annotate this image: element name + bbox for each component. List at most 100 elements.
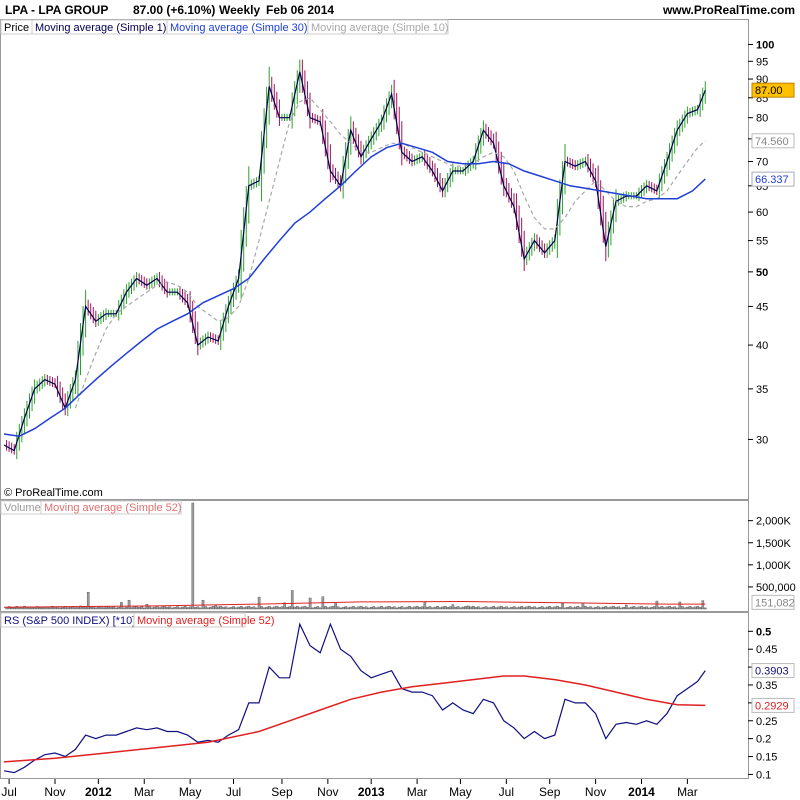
x-tick-label: Nov — [44, 785, 65, 799]
volume-bar — [357, 606, 360, 610]
volume-bar — [324, 606, 327, 610]
volume-bar — [589, 606, 592, 610]
rs-tick-label: 0.45 — [756, 644, 777, 656]
volume-bar — [51, 605, 54, 610]
volume-bar — [245, 606, 248, 610]
volume-bar — [242, 607, 246, 610]
x-tick-label: Jul — [1, 785, 16, 799]
volume-bar — [523, 607, 526, 610]
ma10-line — [74, 97, 706, 409]
volume-bar — [584, 605, 587, 610]
volume-bar — [464, 606, 467, 610]
x-tick-label: 2014 — [628, 785, 655, 799]
volume-bar — [285, 606, 289, 610]
x-tick-label: Mar — [134, 785, 155, 799]
volume-bar — [474, 607, 478, 610]
volume-bar — [449, 606, 452, 610]
volume-bar — [372, 606, 376, 610]
volume-bar — [650, 606, 654, 610]
x-tick-label: May — [449, 785, 472, 799]
volume-bar — [206, 607, 210, 610]
volume-bar — [619, 607, 623, 610]
volume-bar — [446, 607, 450, 610]
volume-bar — [410, 607, 414, 610]
volume-bar — [334, 602, 337, 610]
volume-bar — [436, 606, 439, 610]
rs-last-label-box — [751, 663, 795, 679]
volume-bar — [66, 607, 70, 610]
volume-lines — [3, 600, 706, 608]
rs-legend: RS (S&P 500 INDEX) [*10] Moving average … — [0, 612, 275, 628]
volume-bar — [561, 603, 564, 610]
volume-bar — [538, 606, 541, 610]
legend-ma1: Moving average (Simple 1) — [35, 22, 166, 34]
volume-bar — [329, 606, 332, 610]
volume-bar — [122, 607, 126, 610]
volume-bar — [132, 606, 136, 610]
volume-bar — [25, 607, 29, 610]
volume-last-label: 151,082 — [755, 597, 795, 609]
volume-bar — [33, 606, 36, 610]
volume-bar — [316, 606, 320, 610]
volume-bar — [247, 605, 251, 610]
rs-tick-label: 0.15 — [756, 752, 777, 764]
volume-bar — [273, 606, 276, 610]
volume-bar — [76, 606, 80, 610]
ma30-line — [3, 142, 706, 437]
volume-bar — [632, 606, 636, 610]
volume-bar — [494, 607, 498, 610]
volume-bar — [313, 606, 317, 610]
volume-bar — [168, 606, 172, 610]
volume-bar — [117, 606, 121, 610]
rs-last-label-box — [751, 697, 795, 713]
volume-bar — [86, 592, 90, 610]
volume-bar — [693, 606, 697, 610]
volume-bar — [696, 605, 699, 610]
volume-bar — [622, 606, 626, 610]
date-text: Feb 06 2014 — [266, 3, 334, 17]
volume-bar — [558, 607, 562, 610]
volume-bar — [150, 607, 154, 610]
volume-bar — [548, 606, 552, 610]
volume-bar — [477, 606, 480, 610]
volume-bar — [155, 606, 159, 610]
price-tick-label: 45 — [756, 301, 768, 313]
quote-text: 87.00 (+6.10%) — [133, 3, 215, 17]
volume-bar — [612, 605, 615, 610]
volume-bar — [497, 606, 501, 610]
volume-bar — [647, 607, 651, 610]
volume-bar — [148, 606, 151, 610]
volume-bar — [698, 607, 702, 610]
volume-bar — [290, 590, 294, 610]
volume-bar — [581, 603, 585, 610]
volume-bar — [686, 606, 689, 610]
volume-bar — [482, 606, 485, 610]
x-tick-label: 2013 — [358, 785, 385, 799]
volume-bar — [143, 607, 146, 610]
volume-bar — [211, 606, 215, 610]
volume-bar — [617, 606, 620, 610]
watermark: © ProRealTime.com — [4, 487, 103, 499]
volume-bar — [69, 606, 72, 610]
volume-bar — [137, 607, 141, 610]
volume-bar — [38, 607, 42, 610]
volume-bar — [331, 605, 335, 610]
volume-bar — [479, 607, 483, 610]
site-url: www.ProRealTime.com — [662, 3, 795, 17]
x-tick-label: Mar — [407, 785, 428, 799]
x-tick-label: Jul — [226, 785, 241, 799]
volume-bar — [660, 606, 664, 610]
x-tick-label: May — [179, 785, 202, 799]
volume-bar — [484, 606, 488, 610]
volume-bar — [403, 607, 406, 610]
x-tick-label: Jul — [499, 785, 514, 799]
volume-bar — [489, 606, 493, 610]
volume-bar — [653, 606, 656, 610]
volume-bar — [525, 606, 529, 610]
price-last-label: 74.560 — [755, 136, 789, 148]
rs-tick-label: 0.1 — [756, 769, 771, 781]
rs-tick-label: 0.25 — [756, 716, 777, 728]
volume-bar — [681, 606, 684, 610]
x-tick-label: Sep — [539, 785, 561, 799]
volume-bar — [635, 607, 638, 610]
